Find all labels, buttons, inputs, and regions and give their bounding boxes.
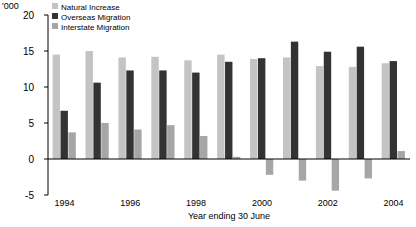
bar bbox=[299, 159, 306, 181]
legend-swatch bbox=[52, 23, 58, 29]
y-tick-label: -5 bbox=[25, 190, 34, 201]
y-tick-label: 15 bbox=[23, 46, 35, 57]
y-tick-label: 10 bbox=[23, 82, 35, 93]
bar bbox=[126, 70, 133, 159]
bar bbox=[332, 159, 339, 191]
bar bbox=[200, 136, 207, 159]
y-tick-label: 0 bbox=[28, 154, 34, 165]
bar bbox=[134, 129, 141, 159]
y-tick bbox=[44, 87, 48, 88]
bar bbox=[365, 159, 372, 178]
legend-swatch bbox=[52, 13, 58, 19]
y-tick bbox=[44, 51, 48, 52]
bar bbox=[192, 73, 199, 159]
legend-label: Overseas Migration bbox=[61, 13, 130, 22]
bar bbox=[266, 159, 273, 175]
bar bbox=[283, 57, 290, 159]
y-tick bbox=[44, 15, 48, 16]
bar bbox=[184, 60, 191, 159]
bar bbox=[217, 55, 224, 159]
x-axis-label: Year ending 30 June bbox=[188, 211, 270, 221]
bar bbox=[101, 123, 108, 159]
bar bbox=[390, 61, 397, 159]
bar bbox=[118, 57, 125, 159]
x-tick-label: 1994 bbox=[54, 198, 74, 208]
bar bbox=[258, 58, 265, 159]
bar bbox=[159, 70, 166, 159]
bar bbox=[93, 83, 100, 159]
bar bbox=[167, 125, 174, 159]
bar bbox=[53, 55, 60, 159]
chart: -5 0 5 10 15 20 '000 1994 1996 1998 2000 2002 2004 Ye… bbox=[0, 0, 416, 227]
y-tick bbox=[44, 123, 48, 124]
bar bbox=[357, 47, 364, 159]
bar bbox=[316, 66, 323, 159]
x-tick-label: 1996 bbox=[120, 198, 140, 208]
y-axis-label: '000 bbox=[2, 1, 19, 11]
y-tick bbox=[44, 159, 48, 160]
bar bbox=[68, 132, 75, 159]
bars bbox=[53, 42, 405, 191]
bar bbox=[151, 57, 158, 159]
bar bbox=[397, 151, 404, 159]
legend-label: Interstate Migration bbox=[61, 23, 129, 32]
bar bbox=[61, 111, 68, 159]
bar bbox=[349, 67, 356, 159]
bar bbox=[382, 63, 389, 159]
y-tick-label: 20 bbox=[23, 10, 35, 21]
legend-label: Natural Increase bbox=[61, 3, 120, 12]
y-tick bbox=[44, 195, 48, 196]
bar bbox=[225, 62, 232, 159]
bar bbox=[250, 59, 257, 159]
x-tick-label: 2002 bbox=[318, 198, 338, 208]
x-tick-label: 2004 bbox=[384, 198, 404, 208]
bar bbox=[324, 52, 331, 159]
y-axis bbox=[48, 15, 49, 195]
bar bbox=[291, 42, 298, 159]
zero-line bbox=[48, 159, 410, 160]
x-tick-label: 1998 bbox=[186, 198, 206, 208]
x-tick-label: 2000 bbox=[252, 198, 272, 208]
legend-swatch bbox=[52, 3, 58, 9]
bar bbox=[86, 51, 93, 159]
y-tick-label: 5 bbox=[28, 118, 34, 129]
